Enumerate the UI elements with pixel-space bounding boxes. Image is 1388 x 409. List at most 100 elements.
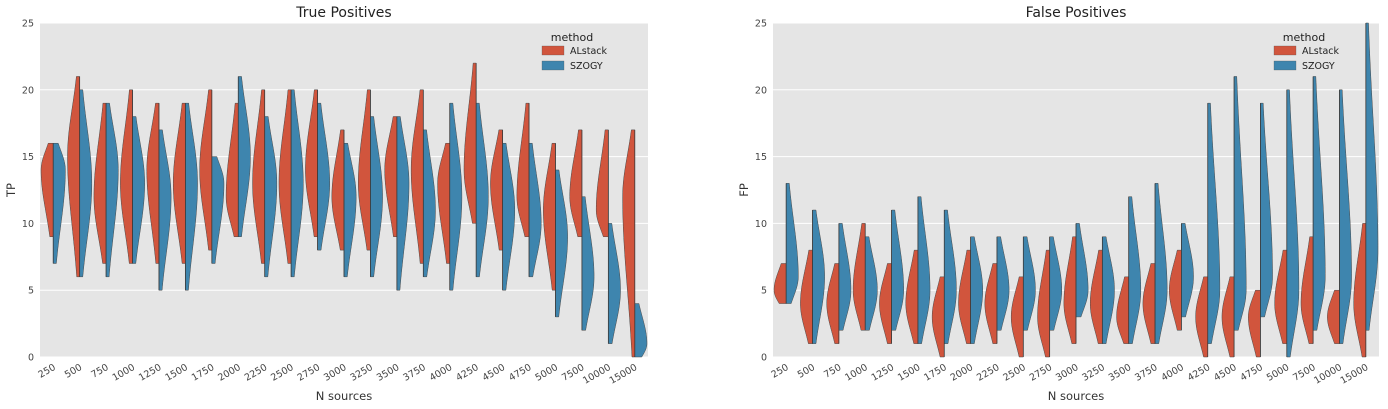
y-tick-label: 10 xyxy=(22,219,34,230)
violin-alstack xyxy=(984,263,998,344)
legend-swatch-alstack xyxy=(541,45,565,56)
violin-alstack xyxy=(93,102,107,264)
y-tick-label: 0 xyxy=(761,353,767,364)
x-tick-label: 1000 xyxy=(843,362,869,384)
x-tick-label: 750 xyxy=(89,362,110,381)
violin-szogy xyxy=(838,223,852,331)
violin-szogy xyxy=(317,102,330,251)
violin-alstack xyxy=(569,129,583,238)
x-tick-label: 250 xyxy=(37,362,58,381)
x-tick-label: 5000 xyxy=(534,362,560,384)
x-tick-label: 2750 xyxy=(296,362,322,384)
violin-alstack xyxy=(879,263,892,344)
violin-alstack xyxy=(800,249,813,344)
x-tick-label: 3500 xyxy=(1107,362,1133,384)
x-tick-label: 500 xyxy=(63,362,84,381)
violin-szogy xyxy=(581,196,595,331)
y-tick-label: 25 xyxy=(22,19,34,30)
x-tick-label: 750 xyxy=(822,362,843,381)
violin-szogy xyxy=(1365,22,1379,331)
violin-alstack xyxy=(622,129,636,358)
legend-label-szogy: SZOGY xyxy=(1302,61,1335,72)
violin-szogy xyxy=(502,142,516,291)
violin-szogy xyxy=(211,156,225,264)
x-tick-label: 15000 xyxy=(1339,362,1371,387)
legend-label-alstack: ALstack xyxy=(1302,46,1340,57)
x-tick-label: 4000 xyxy=(1159,362,1185,384)
violin-alstack xyxy=(120,89,133,264)
violin-alstack xyxy=(1063,236,1077,344)
violin-szogy xyxy=(290,89,304,278)
violin-szogy xyxy=(343,142,357,278)
violin-szogy xyxy=(1049,236,1063,331)
legend: method ALstack SZOGY xyxy=(541,31,608,72)
y-tick-label: 5 xyxy=(28,286,34,297)
x-tick-label: 3750 xyxy=(1133,362,1159,384)
y-tick-label: 15 xyxy=(755,152,767,163)
chart-title: False Positives xyxy=(1026,5,1127,21)
x-axis-label: N sources xyxy=(1048,389,1104,403)
violin-alstack xyxy=(146,102,160,264)
x-tick-label: 4250 xyxy=(454,362,480,384)
violin-alstack xyxy=(1116,276,1129,344)
violin-alstack xyxy=(1327,289,1340,344)
violin-szogy xyxy=(1233,76,1247,331)
y-axis-label: TP xyxy=(4,183,18,198)
x-tick-label: 2500 xyxy=(1001,362,1027,384)
violin-alstack xyxy=(1300,236,1314,344)
x-tick-label: 2250 xyxy=(975,362,1001,384)
x-tick-label: 3750 xyxy=(401,362,427,384)
violin-alstack xyxy=(852,223,866,331)
violin-szogy xyxy=(475,102,489,278)
legend-label-szogy: SZOGY xyxy=(570,61,603,72)
legend-label-alstack: ALstack xyxy=(570,46,608,57)
violin-szogy xyxy=(264,116,278,278)
legend-title: method xyxy=(551,31,593,44)
violin-alstack xyxy=(225,102,239,238)
x-tick-label: 2500 xyxy=(269,362,295,384)
violin-szogy xyxy=(1102,236,1115,344)
x-tick-label: 250 xyxy=(769,362,790,381)
violin-szogy xyxy=(891,209,904,331)
x-tick-label: 5000 xyxy=(1265,362,1291,384)
violin-szogy xyxy=(812,209,825,344)
violin-szogy xyxy=(185,102,198,291)
violin-szogy xyxy=(917,196,931,344)
violin-szogy xyxy=(1312,76,1326,331)
legend-swatch-szogy xyxy=(541,60,565,71)
y-axis-label: FP xyxy=(737,183,751,197)
y-tick-label: 20 xyxy=(22,85,34,96)
violin-szogy xyxy=(555,169,568,318)
violin-alstack xyxy=(490,129,503,251)
legend-title: method xyxy=(1283,31,1325,44)
violin-szogy xyxy=(608,223,621,344)
x-tick-label: 1250 xyxy=(137,362,163,384)
violin-szogy xyxy=(634,303,648,358)
violin-szogy xyxy=(132,116,145,264)
x-tick-label: 2000 xyxy=(949,362,975,384)
violin-alstack xyxy=(826,263,840,344)
x-tick-label: 4000 xyxy=(428,362,454,384)
y-tick-label: 15 xyxy=(22,152,34,163)
violin-alstack xyxy=(1037,249,1050,358)
violin-alstack xyxy=(905,249,919,344)
violin-alstack xyxy=(773,263,787,304)
x-tick-label: 2000 xyxy=(216,362,242,384)
violin-alstack xyxy=(1089,249,1103,344)
violin-szogy xyxy=(1023,236,1036,331)
y-tick-label: 0 xyxy=(28,353,34,364)
violin-alstack xyxy=(595,129,609,238)
x-axis-label: N sources xyxy=(316,389,372,403)
violin-alstack xyxy=(1248,289,1261,358)
violin-szogy xyxy=(1260,102,1273,318)
x-tick-label: 3500 xyxy=(375,362,401,384)
violin-alstack xyxy=(1195,276,1208,358)
violin-alstack xyxy=(410,89,424,264)
x-tick-label: 1750 xyxy=(922,362,948,384)
violin-szogy xyxy=(238,76,251,238)
violin-szogy xyxy=(105,102,119,278)
y-tick-label: 10 xyxy=(755,219,767,230)
violin-alstack xyxy=(305,89,318,238)
violin-alstack xyxy=(437,142,450,264)
x-tick-label: 1500 xyxy=(896,362,922,384)
